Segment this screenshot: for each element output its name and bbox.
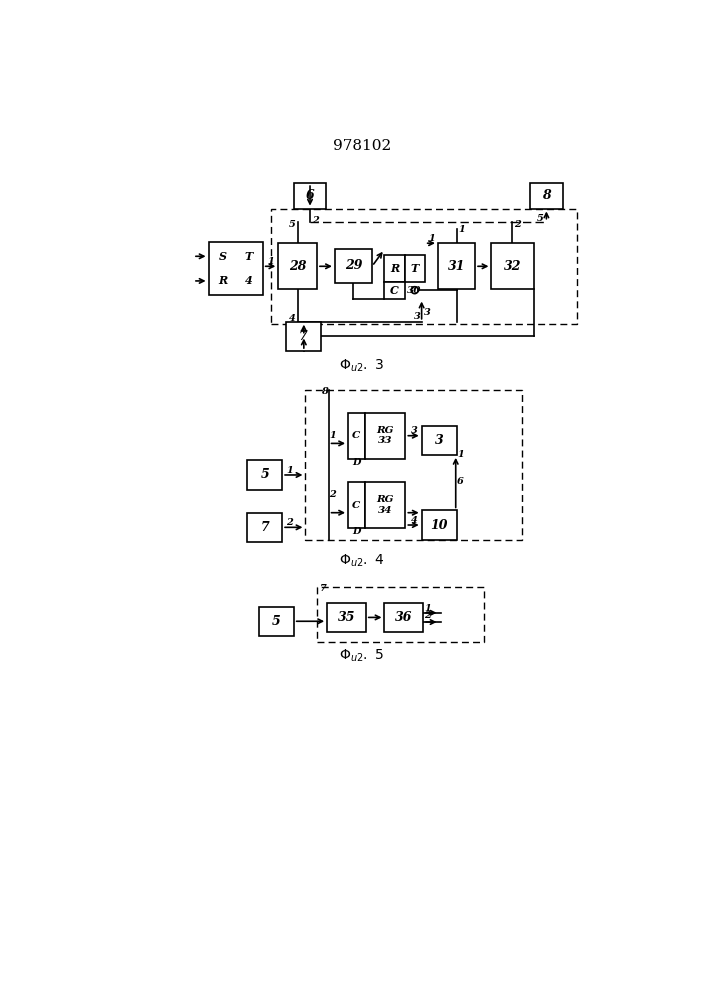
Text: 36: 36	[395, 611, 413, 624]
Bar	[421, 510, 457, 540]
Text: 1: 1	[428, 234, 435, 243]
Bar	[209, 242, 263, 295]
Text: 2: 2	[286, 518, 293, 527]
Text: 5: 5	[289, 220, 296, 229]
Bar	[235, 244, 261, 269]
Text: 29: 29	[345, 259, 362, 272]
Text: 2: 2	[424, 611, 431, 620]
Text: 32: 32	[504, 260, 522, 273]
Bar	[385, 255, 404, 282]
Bar	[491, 243, 534, 289]
Text: 6: 6	[457, 477, 464, 486]
Text: 2: 2	[329, 490, 336, 499]
Bar	[271, 209, 577, 324]
Text: 1: 1	[457, 450, 464, 459]
Text: 7: 7	[320, 584, 327, 593]
Text: T: T	[245, 251, 252, 262]
Text: $\Phi_{u2}.\ 4$: $\Phi_{u2}.\ 4$	[339, 553, 385, 569]
Bar	[385, 603, 423, 632]
Text: 1: 1	[286, 466, 293, 475]
Text: C: C	[390, 285, 399, 296]
Text: 6: 6	[305, 189, 315, 202]
Text: 10: 10	[431, 519, 448, 532]
Text: D: D	[352, 527, 361, 536]
Bar	[365, 413, 405, 459]
Text: 3: 3	[411, 426, 417, 435]
Text: 2: 2	[312, 216, 319, 225]
Text: 3: 3	[435, 434, 443, 447]
Text: C: C	[352, 431, 361, 440]
Bar	[247, 513, 282, 542]
Text: 3: 3	[414, 312, 421, 321]
Bar	[279, 243, 317, 289]
Text: T: T	[411, 263, 419, 274]
Text: S: S	[219, 251, 227, 262]
Bar	[404, 255, 425, 282]
Bar	[247, 460, 282, 490]
Text: 5: 5	[260, 468, 269, 481]
Bar	[438, 243, 475, 289]
Text: 28: 28	[289, 260, 306, 273]
Bar	[385, 282, 404, 299]
Bar	[365, 482, 405, 528]
Text: 1: 1	[459, 225, 465, 234]
Bar	[210, 244, 235, 269]
Text: $\Phi_{u2}.\ 3$: $\Phi_{u2}.\ 3$	[339, 357, 385, 374]
Text: 31: 31	[448, 260, 465, 273]
Text: $\Phi_{u2}.\ 5$: $\Phi_{u2}.\ 5$	[339, 647, 385, 664]
Text: 7: 7	[260, 521, 269, 534]
Text: 5: 5	[272, 615, 281, 628]
Text: RG
33: RG 33	[376, 426, 394, 445]
Text: 35: 35	[338, 611, 355, 624]
Text: 8: 8	[542, 189, 551, 202]
Text: 978102: 978102	[333, 139, 391, 153]
Bar	[305, 389, 522, 540]
Text: 4: 4	[245, 275, 252, 286]
Text: R: R	[218, 275, 228, 286]
Text: RG
34: RG 34	[376, 495, 394, 515]
Text: C: C	[352, 500, 361, 510]
Text: 1: 1	[424, 604, 431, 613]
Bar	[210, 269, 235, 293]
Text: 2: 2	[515, 220, 521, 229]
Text: 30: 30	[407, 286, 422, 295]
Bar	[327, 603, 366, 632]
Bar	[421, 426, 457, 455]
Bar	[348, 482, 365, 528]
Text: 5: 5	[537, 214, 544, 223]
Text: 4: 4	[411, 516, 417, 525]
Bar	[293, 183, 327, 209]
Bar	[348, 413, 365, 459]
Text: 4: 4	[289, 314, 296, 323]
Bar	[335, 249, 372, 283]
Bar	[259, 607, 293, 636]
Text: 1: 1	[329, 431, 336, 440]
Text: 1: 1	[267, 257, 274, 266]
Text: R: R	[390, 263, 399, 274]
Text: 7: 7	[299, 330, 308, 343]
Text: 8: 8	[320, 387, 327, 396]
Text: 3: 3	[423, 308, 431, 317]
Bar	[286, 322, 321, 351]
Bar	[317, 587, 484, 642]
Text: D: D	[352, 458, 361, 467]
Bar	[530, 183, 563, 209]
